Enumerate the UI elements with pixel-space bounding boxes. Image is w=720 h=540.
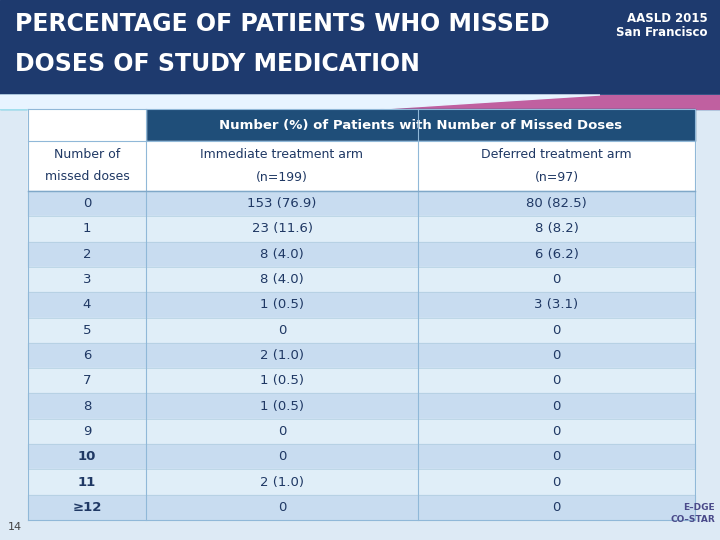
Bar — [28, 217, 695, 241]
Text: (n=97): (n=97) — [534, 171, 579, 184]
Bar — [28, 191, 695, 217]
Text: ≥12: ≥12 — [72, 501, 102, 514]
Bar — [28, 109, 695, 520]
Text: 23 (11.6): 23 (11.6) — [251, 222, 312, 235]
Text: 8 (8.2): 8 (8.2) — [534, 222, 578, 235]
Text: 3: 3 — [83, 273, 91, 286]
Text: 0: 0 — [278, 450, 286, 463]
Text: AASLD 2015: AASLD 2015 — [627, 12, 708, 25]
Bar — [28, 109, 146, 141]
Text: 0: 0 — [552, 425, 561, 438]
Text: 0: 0 — [552, 400, 561, 413]
Bar — [28, 267, 695, 292]
Bar — [0, 95, 720, 109]
Text: 4: 4 — [83, 299, 91, 312]
Polygon shape — [0, 95, 600, 109]
Text: 0: 0 — [83, 197, 91, 210]
Bar — [146, 109, 695, 141]
Text: 10: 10 — [78, 450, 96, 463]
Text: 0: 0 — [278, 501, 286, 514]
Bar — [28, 418, 695, 444]
Text: 3 (3.1): 3 (3.1) — [534, 299, 579, 312]
Text: Number of: Number of — [54, 148, 120, 161]
Text: 0: 0 — [552, 450, 561, 463]
Bar — [28, 343, 695, 368]
Text: 0: 0 — [552, 374, 561, 387]
Text: 8 (4.0): 8 (4.0) — [260, 273, 304, 286]
Text: 0: 0 — [552, 323, 561, 337]
Bar — [28, 469, 695, 495]
Text: 6 (6.2): 6 (6.2) — [534, 248, 578, 261]
Text: 2 (1.0): 2 (1.0) — [260, 349, 304, 362]
Text: 80 (82.5): 80 (82.5) — [526, 197, 587, 210]
Text: 7: 7 — [83, 374, 91, 387]
Text: (n=199): (n=199) — [256, 171, 308, 184]
Text: 2 (1.0): 2 (1.0) — [260, 476, 304, 489]
Text: 0: 0 — [552, 349, 561, 362]
Bar — [28, 444, 695, 469]
Bar — [28, 394, 695, 418]
Text: 0: 0 — [552, 476, 561, 489]
Polygon shape — [180, 95, 720, 109]
Text: 14: 14 — [8, 522, 22, 532]
Bar — [28, 241, 695, 267]
Text: missed doses: missed doses — [45, 171, 130, 184]
Bar — [28, 318, 695, 343]
Text: 2: 2 — [83, 248, 91, 261]
Bar — [28, 141, 695, 191]
Text: DOSES OF STUDY MEDICATION: DOSES OF STUDY MEDICATION — [15, 52, 420, 76]
Text: Immediate treatment arm: Immediate treatment arm — [200, 148, 364, 161]
Text: 0: 0 — [552, 273, 561, 286]
Text: 0: 0 — [278, 323, 286, 337]
Text: 1: 1 — [83, 222, 91, 235]
Text: 0: 0 — [552, 501, 561, 514]
Text: 11: 11 — [78, 476, 96, 489]
Text: 1 (0.5): 1 (0.5) — [260, 400, 304, 413]
Text: San Francisco: San Francisco — [616, 26, 708, 39]
Text: 9: 9 — [83, 425, 91, 438]
Text: 8: 8 — [83, 400, 91, 413]
Bar — [0, 0, 720, 95]
Text: 6: 6 — [83, 349, 91, 362]
Text: 5: 5 — [83, 323, 91, 337]
Text: 0: 0 — [278, 425, 286, 438]
Text: 1 (0.5): 1 (0.5) — [260, 374, 304, 387]
Bar — [28, 495, 695, 520]
Text: 8 (4.0): 8 (4.0) — [260, 248, 304, 261]
Text: 1 (0.5): 1 (0.5) — [260, 299, 304, 312]
Text: PERCENTAGE OF PATIENTS WHO MISSED: PERCENTAGE OF PATIENTS WHO MISSED — [15, 12, 549, 36]
Text: E–DGE
CO–STAR: E–DGE CO–STAR — [670, 503, 715, 524]
Text: 153 (76.9): 153 (76.9) — [247, 197, 317, 210]
Bar — [28, 368, 695, 394]
Text: Deferred treatment arm: Deferred treatment arm — [481, 148, 632, 161]
Text: Number (%) of Patients with Number of Missed Doses: Number (%) of Patients with Number of Mi… — [219, 118, 622, 132]
Bar — [28, 292, 695, 318]
